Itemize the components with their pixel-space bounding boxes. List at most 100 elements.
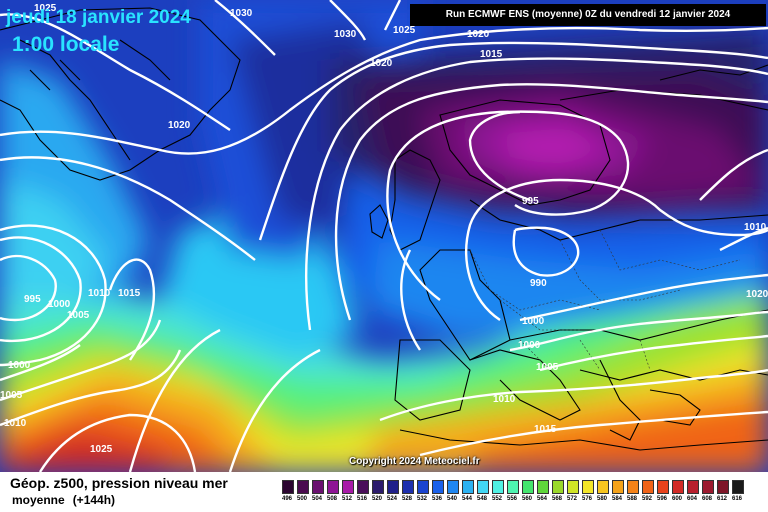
scale-tick-label: 532 (416, 496, 427, 502)
scale-swatch (687, 480, 699, 494)
forecast-time: 1:00 locale (12, 33, 120, 56)
scale-swatch (507, 480, 519, 494)
scale-swatch (492, 480, 504, 494)
scale-swatch (342, 480, 354, 494)
scale-swatch (732, 480, 744, 494)
legend-subtitle-text: moyenne (12, 493, 65, 507)
isobar-label: 1020 (168, 120, 191, 131)
scale-tick-label: 608 (701, 496, 712, 502)
scale-tick-label: 520 (371, 496, 382, 502)
isobar-label: 1010 (4, 418, 27, 429)
scale-tick-label: 604 (686, 496, 697, 502)
color-scale: 496 500 504 508 512 516 520 524 528 532 536 540 544 5… (282, 480, 748, 504)
scale-tick-label: 564 (536, 496, 547, 502)
scale-swatch (537, 480, 549, 494)
legend-title: Géop. z500, pression niveau mer (10, 475, 228, 491)
scale-tick-label: 548 (476, 496, 487, 502)
isobar-label: 1010 (744, 222, 767, 233)
copyright-text: Copyright 2024 Meteociel.fr (349, 456, 480, 467)
legend-hours: (+144h) (72, 493, 116, 507)
scale-swatch (297, 480, 309, 494)
isobar-label: 1020 (370, 58, 393, 69)
isobar-label: 1025 (34, 3, 57, 14)
isobar-label: 1010 (88, 288, 111, 299)
scale-tick-label: 552 (491, 496, 502, 502)
scale-tick-label: 584 (611, 496, 622, 502)
scale-tick-label: 528 (401, 496, 412, 502)
scale-tick-label: 504 (311, 496, 322, 502)
scale-tick-label: 524 (386, 496, 397, 502)
isobar-label: 1025 (393, 25, 416, 36)
isobar-label: 1005 (0, 390, 23, 401)
isobar-label: 1005 (536, 362, 559, 373)
scale-tick-label: 500 (296, 496, 307, 502)
isobar-labels: 1025 1030 1030 1025 1020 1020 1015 1020 … (0, 3, 768, 455)
scale-swatch (462, 480, 474, 494)
scale-tick-label: 600 (671, 496, 682, 502)
isobar-label: 995 (24, 294, 41, 305)
isobar-label: 1000 (8, 360, 31, 371)
isobar-label: 1005 (67, 310, 90, 321)
legend-subtitle: moyenne (+144h) (12, 493, 115, 507)
scale-swatch (402, 480, 414, 494)
scale-swatch (312, 480, 324, 494)
isobar-label: 995 (522, 196, 539, 207)
isobar-label: 1030 (334, 29, 357, 40)
scale-swatch (567, 480, 579, 494)
scale-tick-label: 580 (596, 496, 607, 502)
scale-swatch (387, 480, 399, 494)
isobar-label: 1020 (467, 29, 490, 40)
scale-swatch (627, 480, 639, 494)
isobar-label: 1000 (518, 340, 541, 351)
isobars (0, 0, 768, 472)
scale-swatch (432, 480, 444, 494)
scale-tick-label: 588 (626, 496, 637, 502)
scale-swatch (417, 480, 429, 494)
scale-tick-label: 516 (356, 496, 367, 502)
scale-swatch (597, 480, 609, 494)
scale-swatch (522, 480, 534, 494)
scale-swatch (477, 480, 489, 494)
scale-swatch (282, 480, 294, 494)
scale-tick-label: 496 (281, 496, 292, 502)
scale-swatch (717, 480, 729, 494)
scale-tick-label: 560 (521, 496, 532, 502)
scale-tick-label: 616 (731, 496, 742, 502)
scale-swatch (657, 480, 669, 494)
scale-swatch (702, 480, 714, 494)
scale-tick-label: 512 (341, 496, 352, 502)
weather-map: 1025 1030 1030 1025 1020 1020 1015 1020 … (0, 0, 768, 472)
borders (469, 229, 741, 371)
scale-tick-label: 536 (431, 496, 442, 502)
scale-swatch (357, 480, 369, 494)
isobar-label: 1015 (480, 49, 503, 60)
scale-swatch (612, 480, 624, 494)
scale-tick-label: 576 (581, 496, 592, 502)
scale-tick-label: 592 (641, 496, 652, 502)
scale-swatch (642, 480, 654, 494)
scale-tick-label: 508 (326, 496, 337, 502)
scale-swatch (447, 480, 459, 494)
scale-tick-label: 556 (506, 496, 517, 502)
isobar-label: 1025 (90, 444, 113, 455)
legend-bar: Géop. z500, pression niveau mer moyenne (… (0, 472, 768, 512)
scale-tick-label: 540 (446, 496, 457, 502)
isobar-label: 1015 (118, 288, 141, 299)
scale-tick-label: 572 (566, 496, 577, 502)
scale-tick-label: 544 (461, 496, 472, 502)
scale-swatch (327, 480, 339, 494)
scale-tick-label: 596 (656, 496, 667, 502)
scale-swatch (582, 480, 594, 494)
isobar-label: 1000 (522, 316, 545, 327)
scale-swatch (552, 480, 564, 494)
forecast-date: jeudi 18 janvier 2024 (6, 7, 191, 28)
isobar-label: 1010 (493, 394, 516, 405)
isobar-label: 1030 (230, 8, 253, 19)
scale-swatch (672, 480, 684, 494)
isobar-label: 1000 (48, 299, 71, 310)
run-info: Run ECMWF ENS (moyenne) 0Z du vendredi 1… (410, 4, 766, 26)
isobar-label: 1015 (534, 424, 557, 435)
scale-swatch (372, 480, 384, 494)
scale-tick-label: 568 (551, 496, 562, 502)
scale-tick-label: 612 (716, 496, 727, 502)
